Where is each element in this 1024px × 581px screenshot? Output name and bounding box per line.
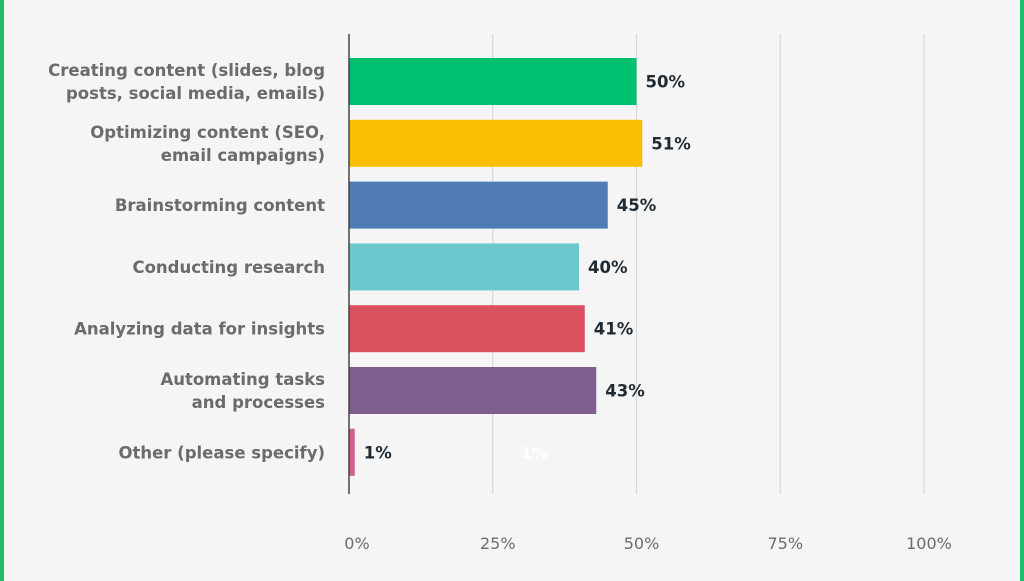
bar-3 [349, 243, 579, 291]
value-label-0: 50% [646, 73, 686, 92]
value-label-5: 43% [605, 382, 645, 401]
bar-chart: 50% Creating content (slides, blog posts, … [48, 34, 952, 553]
x-tick-label-100: 100% [906, 534, 952, 553]
category-label-6: Other (please specify) [118, 443, 325, 462]
category-label-3: Conducting research [132, 258, 325, 277]
x-tick-label-25: 25% [480, 534, 516, 553]
value-label-2: 45% [617, 196, 657, 215]
value-label-3: 40% [588, 258, 628, 277]
x-tick-label-75: 75% [767, 534, 803, 553]
bar-1 [349, 119, 643, 167]
category-label-1: Optimizing content (SEO, email campaigns) [90, 123, 325, 165]
bar-0 [349, 58, 637, 105]
bar-2 [349, 181, 608, 229]
bar-4 [349, 305, 585, 353]
category-label-5: Automating tasks and processes [160, 370, 325, 412]
category-label-4: Analyzing data for insights [74, 320, 325, 339]
value-label-4: 41% [594, 320, 634, 339]
value-label-6: 1% [364, 443, 392, 462]
category-label-2: Brainstorming content [115, 196, 325, 215]
x-tick-label-50: 50% [624, 534, 660, 553]
value-label-1: 51% [651, 134, 691, 153]
bar-6 [349, 428, 355, 476]
category-label-0: Creating content (slides, blog posts, soc… [48, 61, 325, 103]
bar-5 [349, 367, 597, 414]
ghost-annotation: 1% [521, 443, 548, 462]
x-tick-label-0: 0% [344, 534, 369, 553]
